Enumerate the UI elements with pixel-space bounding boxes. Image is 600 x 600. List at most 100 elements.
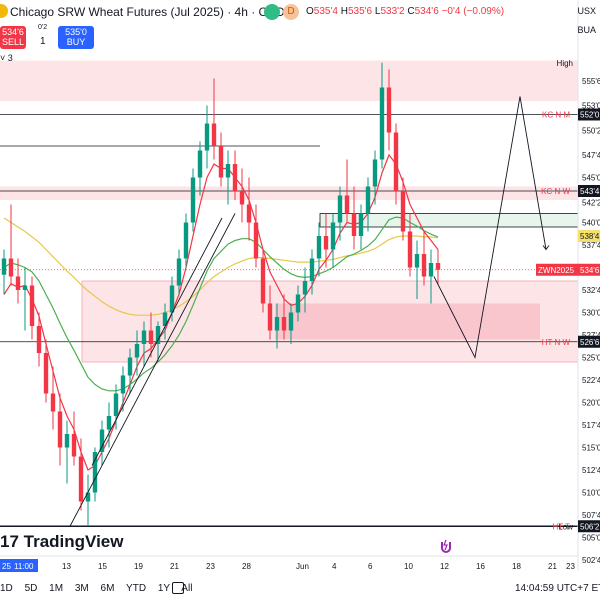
range-1y[interactable]: 1Y [157, 583, 171, 594]
green-box [319, 213, 579, 228]
sell-label: SELL [1, 37, 25, 47]
candle-body-18 [127, 357, 133, 376]
spread-value: 0'2 [38, 24, 48, 31]
buy-label: BUY [66, 37, 86, 47]
candle-body-42 [295, 294, 301, 313]
range-1m[interactable]: 1M [49, 583, 64, 594]
candle-body-19 [134, 344, 140, 358]
price-tag-box-3 [578, 230, 600, 242]
delayed-data-badge[interactable]: D [283, 4, 299, 20]
candle-body-29 [204, 123, 210, 151]
candle-body-39 [274, 317, 280, 331]
candle-body-33 [232, 164, 238, 191]
zone-0 [0, 60, 578, 101]
trendline-0 [69, 213, 236, 527]
level-label-0: KC N M [542, 111, 570, 120]
candle-body-2 [15, 276, 21, 290]
time-label-16: 23 [566, 562, 575, 571]
price-tick-5: 542'2 [582, 198, 600, 207]
price-tick-1: 553'0 [582, 102, 600, 111]
price-tags: High 552'0 543'4 538'4 534'6 526'6 506'2 Low ZWN… [536, 59, 600, 533]
magnet-icon[interactable] [438, 539, 454, 555]
candle-body-23 [162, 312, 168, 326]
price-tag-4: 534'6 [580, 266, 600, 275]
candle-body-31 [218, 146, 224, 178]
candle-body-13 [92, 452, 98, 493]
candle-body-6 [43, 353, 49, 394]
zone-3 [275, 303, 540, 340]
level-label-1: KC N W [541, 187, 570, 196]
range-3m[interactable]: 3M [74, 583, 89, 594]
time-cursor-box [0, 559, 38, 572]
candle-body-35 [246, 204, 252, 223]
candle-body-32 [225, 164, 231, 178]
candle-body-52 [365, 186, 371, 214]
time-label-8: Jun [296, 562, 309, 571]
quantity-field[interactable]: 1 [40, 36, 46, 47]
price-tag-1: 552'0 [580, 111, 600, 120]
candle-body-44 [309, 258, 315, 281]
candle-body-30 [211, 123, 217, 146]
data-status-icon[interactable] [264, 4, 280, 20]
time-label-3: 15 [98, 562, 107, 571]
candle-body-12 [85, 492, 91, 502]
forecast-arrow [542, 245, 550, 251]
ohlc-readout: O535'4 H535'6 L533'2 C534'6 −0'4 (−0.09%… [306, 6, 505, 17]
sell-button[interactable]: 534'6 SELL [0, 26, 26, 49]
price-tag-5: 526'6 [580, 338, 600, 347]
candles-layer [1, 62, 441, 527]
candle-body-55 [386, 87, 392, 133]
time-label-1: 11:00 [14, 562, 34, 571]
candle-body-21 [148, 330, 154, 344]
candle-body-4 [29, 285, 35, 326]
candle-body-48 [337, 195, 343, 223]
candle-body-15 [106, 416, 112, 430]
level-label-3: HT T [553, 522, 571, 531]
candle-body-10 [71, 434, 77, 457]
price-tag-box-5 [578, 335, 600, 348]
time-label-2: 13 [62, 562, 71, 571]
candle-body-37 [260, 258, 266, 304]
candle-body-41 [288, 312, 294, 331]
price-tick-9: 532'4 [582, 286, 600, 295]
price-tag-box-1 [578, 108, 600, 121]
range-ytd[interactable]: YTD [126, 583, 147, 594]
candle-body-43 [302, 281, 308, 295]
candle-body-53 [372, 159, 378, 187]
level-label-2: HT N W [542, 338, 571, 347]
currency-unit[interactable]: BUA [577, 25, 596, 35]
time-label-6: 23 [206, 562, 215, 571]
range-1d[interactable]: 1D [0, 583, 13, 594]
range-5d[interactable]: 5D [24, 583, 38, 594]
range-6m[interactable]: 6M [100, 583, 115, 594]
candle-body-45 [316, 236, 322, 259]
candle-body-34 [239, 191, 245, 205]
price-tick-11: 527'4 [582, 331, 600, 340]
candle-body-25 [176, 258, 182, 286]
price-tick-20: 505'0 [582, 534, 600, 543]
clock: 14:04:59 UTC+7 ETH [515, 583, 600, 594]
price-tick-12: 525'0 [582, 354, 600, 363]
candle-body-3 [22, 285, 28, 290]
candle-body-28 [197, 150, 203, 178]
calendar-icon[interactable] [172, 582, 184, 594]
ma_mid-line [3, 216, 439, 392]
time-label-12: 12 [440, 562, 449, 571]
time-label-9: 4 [332, 562, 337, 571]
range-all[interactable]: All [181, 583, 193, 594]
price-tick-16: 515'0 [582, 444, 600, 453]
time-range-tabs: 1D 5D 1M 3M 6M YTD 1Y All [0, 583, 201, 594]
tradingview-logo[interactable]: 17 TradingView [0, 532, 124, 551]
currency-code[interactable]: USX [577, 6, 596, 16]
wheat-symbol-icon[interactable] [0, 4, 8, 18]
candle-body-7 [50, 393, 56, 412]
indicator-toggle[interactable]: ˅ 3 [0, 53, 13, 63]
candle-body-38 [267, 303, 273, 331]
price-tick-17: 512'4 [582, 466, 600, 475]
chart-title[interactable]: Chicago SRW Wheat Futures (Jul 2025) · 4… [10, 5, 292, 19]
symbol-tag-box [536, 263, 578, 276]
buy-button[interactable]: 535'0 BUY [58, 26, 94, 49]
time-label-13: 16 [476, 562, 485, 571]
time-label-11: 10 [404, 562, 413, 571]
